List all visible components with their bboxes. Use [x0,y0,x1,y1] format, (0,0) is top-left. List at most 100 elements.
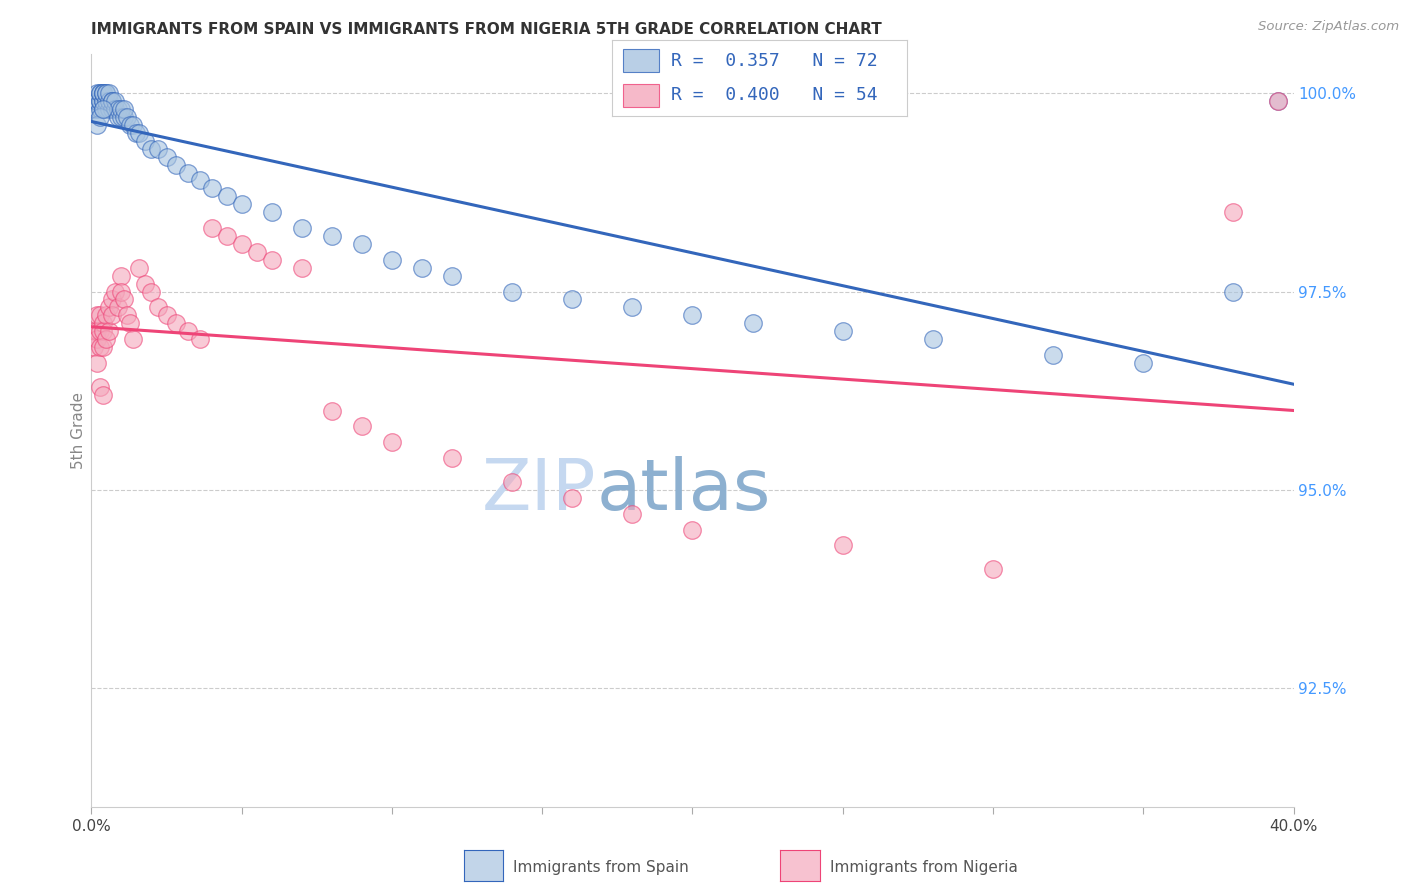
Point [381,252,404,267]
Point [141,142,163,156]
Point [561,293,583,307]
Point [215,229,238,244]
Point [188,332,211,346]
Point [89,102,111,116]
Point [134,134,156,148]
Point [110,268,132,283]
Point [86,102,108,116]
Point [621,507,644,521]
Point [86,309,108,323]
Point [86,118,108,132]
Point [110,102,132,116]
Point [501,475,523,489]
Point [89,340,111,354]
Point [176,165,198,179]
Point [98,324,121,338]
Point [117,309,139,323]
Point [101,94,124,108]
Point [104,94,127,108]
Point [201,221,224,235]
Point [101,309,124,323]
Point [122,332,145,346]
Point [89,86,111,100]
Point [125,126,148,140]
Point [981,562,1004,576]
Point [110,110,132,124]
Point [128,260,150,275]
Point [96,86,118,100]
Point [141,285,163,299]
Point [120,316,142,330]
Point [89,324,111,338]
Point [922,332,945,346]
Point [681,309,703,323]
Text: Immigrants from Spain: Immigrants from Spain [513,860,689,874]
Point [1222,205,1244,219]
Point [107,110,129,124]
Point [1222,285,1244,299]
Point [1267,94,1289,108]
Point [350,419,373,434]
Text: R =  0.357   N = 72: R = 0.357 N = 72 [671,52,877,70]
Point [321,403,343,417]
Point [350,236,373,251]
Point [231,236,253,251]
Point [104,285,127,299]
Point [260,252,283,267]
Point [96,102,118,116]
Point [89,94,111,108]
Point [86,94,108,108]
Point [93,94,115,108]
Point [93,86,115,100]
Point [440,451,463,466]
Point [93,86,115,100]
Point [246,244,269,259]
Point [101,293,124,307]
Text: Immigrants from Nigeria: Immigrants from Nigeria [830,860,1018,874]
Point [107,301,129,315]
Point [120,118,142,132]
Point [98,301,121,315]
Point [107,102,129,116]
Point [117,110,139,124]
Point [1042,348,1064,362]
Point [215,189,238,203]
Point [114,102,136,116]
Point [93,387,115,401]
Point [93,102,115,116]
Point [93,316,115,330]
Point [110,285,132,299]
Point [93,324,115,338]
Point [86,356,108,370]
Point [231,197,253,211]
Point [155,150,177,164]
Point [146,301,169,315]
Point [114,110,136,124]
Bar [623,84,659,107]
Point [86,324,108,338]
Point [501,285,523,299]
Point [1132,356,1154,370]
Point [114,293,136,307]
Point [86,94,108,108]
Text: R =  0.400   N = 54: R = 0.400 N = 54 [671,87,877,104]
Point [83,340,105,354]
Point [86,332,108,346]
Point [134,277,156,291]
Point [96,309,118,323]
Text: atlas: atlas [596,456,770,525]
Point [176,324,198,338]
Point [741,316,763,330]
Point [128,126,150,140]
Point [201,181,224,195]
Point [93,340,115,354]
Y-axis label: 5th Grade: 5th Grade [70,392,86,469]
Point [96,332,118,346]
Point [1267,94,1289,108]
Point [89,110,111,124]
Point [165,158,187,172]
Point [440,268,463,283]
Text: IMMIGRANTS FROM SPAIN VS IMMIGRANTS FROM NIGERIA 5TH GRADE CORRELATION CHART: IMMIGRANTS FROM SPAIN VS IMMIGRANTS FROM… [91,22,882,37]
Point [98,94,121,108]
Point [83,102,105,116]
